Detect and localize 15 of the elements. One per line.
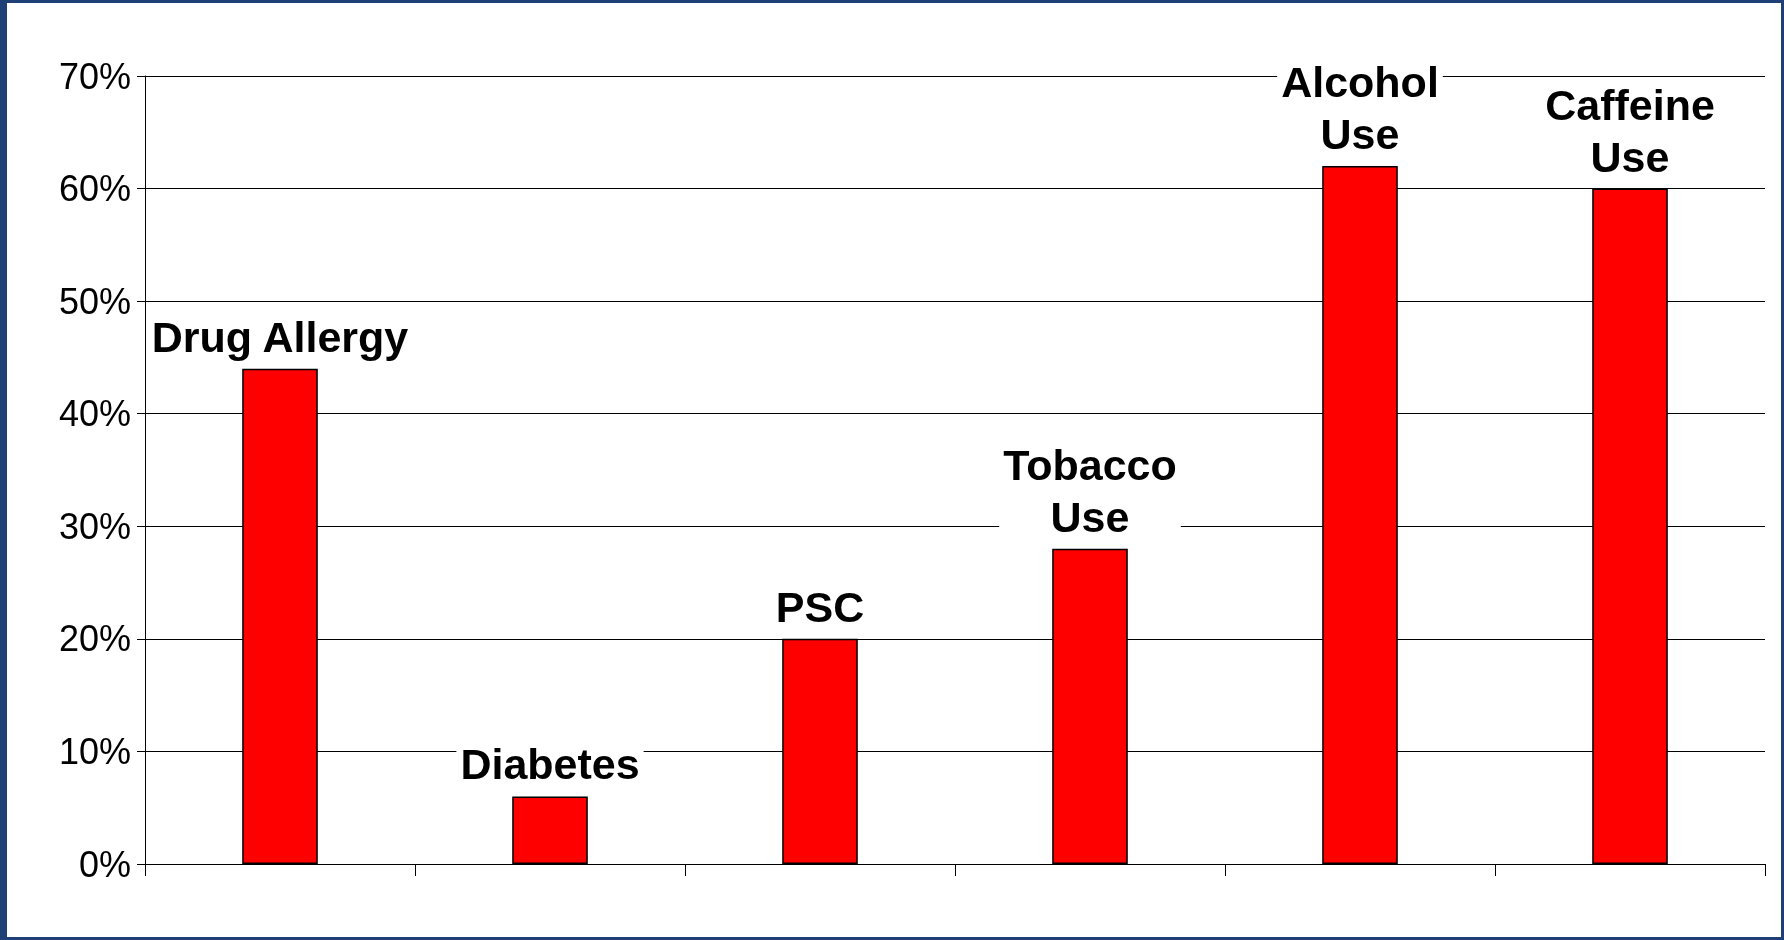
x-tick-label: Tobacco Use bbox=[1003, 440, 1177, 541]
x-tick-label: PSC bbox=[775, 582, 865, 631]
x-tick-label: Diabetes bbox=[460, 740, 640, 789]
y-tick-label: 10% bbox=[58, 730, 131, 772]
y-tick-label: 40% bbox=[58, 393, 131, 435]
y-tick-label: 60% bbox=[58, 168, 131, 210]
x-tick-label: Caffeine Use bbox=[1545, 80, 1715, 181]
y-tick-label: 50% bbox=[58, 280, 131, 322]
y-tick-label: 30% bbox=[58, 505, 131, 547]
y-tick-label: 20% bbox=[58, 618, 131, 660]
y-tick-label: 70% bbox=[58, 55, 131, 97]
bar bbox=[512, 796, 588, 864]
y-tick-label: 0% bbox=[78, 843, 131, 885]
x-tick-label: Drug Allergy bbox=[151, 312, 409, 361]
x-tick-label: Alcohol Use bbox=[1281, 58, 1439, 159]
